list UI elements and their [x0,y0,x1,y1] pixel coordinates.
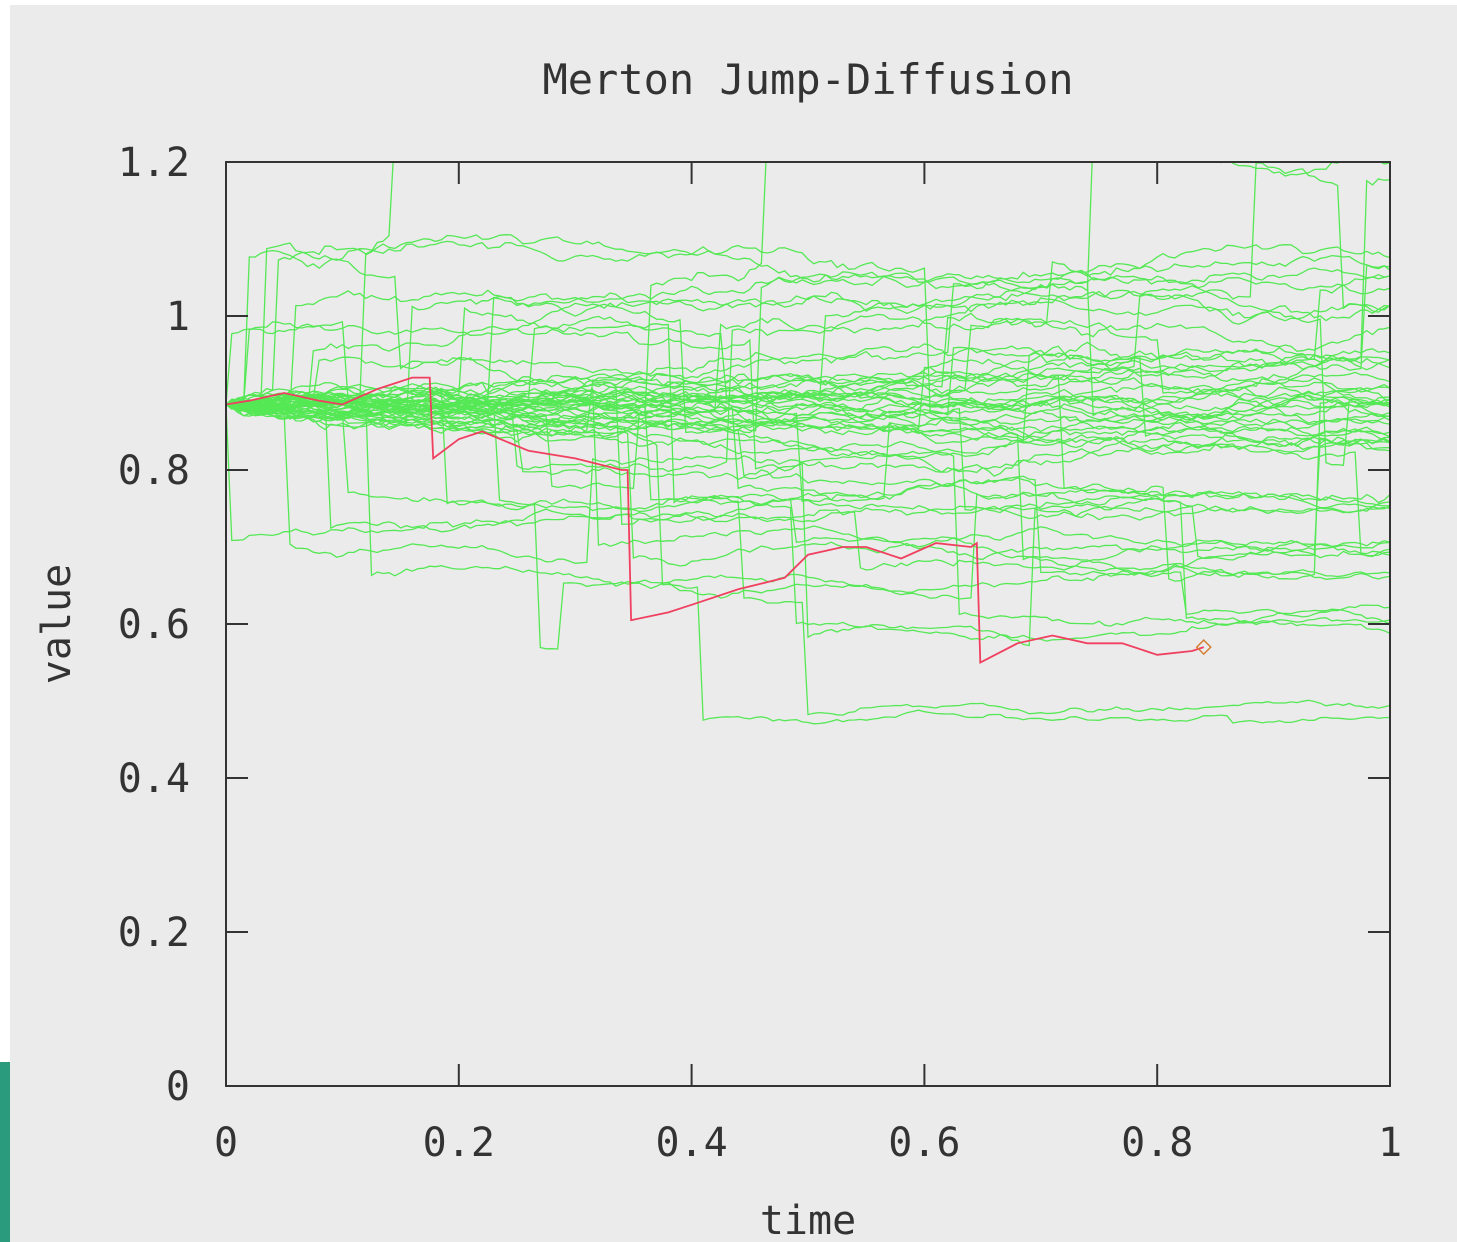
sim-path [226,403,1390,556]
x-tick-label: 0.4 [655,1120,727,1166]
labels-layer: 0 0.2 0.4 0.6 0.8 1 0 0.2 0.4 0.6 0.8 1 1.2 [118,140,1402,1166]
x-tick-label: 0 [214,1120,238,1166]
sim-path [226,285,1390,410]
sim-path [226,249,1390,410]
sim-path [226,275,1390,411]
sim-path [226,388,1390,559]
y-tick-label: 0.2 [118,910,190,956]
sim-path [226,162,1093,411]
sim-path [226,401,1390,716]
sim-path [226,240,1390,408]
y-tick-label: 0.8 [118,448,190,494]
highlight-path [225,376,1205,664]
y-axis-title: value [34,564,80,684]
sim-path [226,397,1390,594]
endpoint-marker [1195,639,1212,656]
accent-strip [0,1062,10,1242]
sim-path [226,399,1390,436]
sim-path [226,162,1390,436]
sim-path [226,404,1390,642]
sim-path [226,346,1390,410]
chart-title: Merton Jump-Diffusion [542,55,1073,104]
y-tick-label: 0 [166,1064,190,1110]
sim-path [226,323,1390,647]
paths-layer [226,162,1390,725]
sim-path [226,302,1390,459]
sim-path [226,402,1390,481]
sim-path [226,297,1390,421]
y-tick-label: 1 [166,294,190,340]
sim-path [226,403,1390,473]
sim-path [226,261,1390,473]
sim-path [226,307,1390,506]
sim-path [226,369,1390,411]
sim-path [226,403,1390,725]
sim-path [226,162,1390,437]
y-tick-label: 1.2 [118,140,190,186]
sim-path [226,397,1390,510]
sim-path [226,388,1390,431]
y-tick-label: 0.4 [118,756,190,802]
x-axis-title: time [760,1198,856,1242]
sim-path [226,271,1390,467]
x-tick-label: 0.8 [1121,1120,1193,1166]
x-tick-label: 0.2 [423,1120,495,1166]
sim-path [226,403,1390,564]
x-tick-label: 1 [1378,1120,1402,1166]
sim-path [226,343,1390,448]
ticks-layer [225,161,1391,1087]
y-tick-label: 0.6 [118,602,190,648]
x-tick-label: 0.6 [888,1120,960,1166]
highlight-layer [225,376,1212,664]
sim-path [226,390,1390,580]
sim-path [226,234,1390,415]
sim-path [226,386,1390,634]
sim-path [226,277,1390,431]
sim-path [226,403,1390,625]
